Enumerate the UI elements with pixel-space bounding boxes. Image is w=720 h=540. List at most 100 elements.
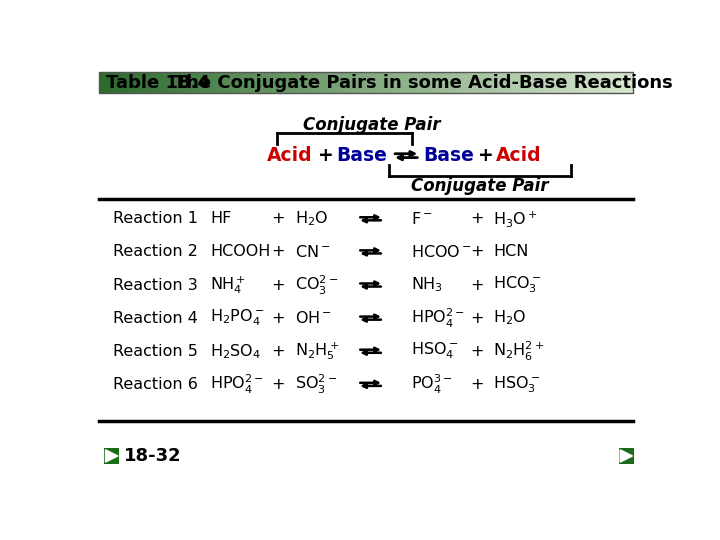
Bar <box>425 72 427 93</box>
Bar <box>99 72 632 93</box>
Bar <box>338 72 340 93</box>
Bar <box>412 72 414 93</box>
Bar <box>603 72 605 93</box>
Bar <box>377 72 379 93</box>
Text: +: + <box>271 278 285 293</box>
Bar <box>124 72 126 93</box>
Bar <box>211 72 213 93</box>
Bar <box>510 72 512 93</box>
Polygon shape <box>620 450 632 462</box>
Bar <box>229 72 231 93</box>
Bar <box>114 72 116 93</box>
Bar <box>135 72 137 93</box>
Bar <box>204 72 207 93</box>
Text: H$_2$SO$_4$: H$_2$SO$_4$ <box>210 342 261 361</box>
Bar <box>398 72 400 93</box>
Bar <box>490 72 492 93</box>
Bar <box>327 72 329 93</box>
Bar <box>592 72 594 93</box>
Bar <box>315 72 317 93</box>
Bar <box>391 72 393 93</box>
Text: HPO$_4^{2-}$: HPO$_4^{2-}$ <box>411 307 464 330</box>
Bar <box>556 72 558 93</box>
Bar <box>259 72 261 93</box>
Bar <box>453 72 455 93</box>
Bar <box>410 72 413 93</box>
Bar <box>512 72 514 93</box>
Bar <box>595 72 598 93</box>
Bar <box>529 72 531 93</box>
Bar <box>192 72 194 93</box>
Bar <box>236 72 238 93</box>
Text: H$_2$O: H$_2$O <box>295 210 329 228</box>
Bar <box>392 72 395 93</box>
Bar <box>518 72 521 93</box>
Bar <box>197 72 199 93</box>
Bar <box>258 72 260 93</box>
Bar <box>362 72 364 93</box>
Bar <box>121 72 123 93</box>
Bar <box>199 72 201 93</box>
Bar <box>517 72 519 93</box>
Bar <box>465 72 467 93</box>
Bar <box>464 72 466 93</box>
Text: Acid: Acid <box>496 146 541 165</box>
Bar <box>172 72 174 93</box>
Bar <box>437 72 439 93</box>
Bar <box>115 72 117 93</box>
Bar <box>432 72 434 93</box>
Bar <box>599 72 601 93</box>
Bar <box>149 72 151 93</box>
Bar <box>624 72 626 93</box>
Bar <box>201 72 203 93</box>
Bar <box>184 72 186 93</box>
Bar <box>533 72 535 93</box>
Bar <box>403 72 405 93</box>
Bar <box>160 72 162 93</box>
Bar <box>142 72 144 93</box>
Bar <box>414 72 416 93</box>
Bar <box>476 72 478 93</box>
Bar <box>631 72 633 93</box>
Bar <box>426 72 428 93</box>
Bar <box>419 72 421 93</box>
Bar <box>231 72 233 93</box>
Bar <box>341 72 343 93</box>
Text: Reaction 3: Reaction 3 <box>113 278 198 293</box>
Bar <box>195 72 197 93</box>
Bar <box>266 72 269 93</box>
Bar <box>471 72 473 93</box>
Bar <box>442 72 444 93</box>
Bar <box>539 72 541 93</box>
Bar <box>408 72 410 93</box>
Text: H$_2$PO$_4^-$: H$_2$PO$_4^-$ <box>210 308 264 328</box>
Bar <box>248 72 251 93</box>
Bar <box>508 72 510 93</box>
Bar <box>585 72 587 93</box>
Bar <box>130 72 132 93</box>
Bar <box>469 72 471 93</box>
Bar <box>167 72 169 93</box>
Bar <box>107 72 109 93</box>
Bar <box>325 72 327 93</box>
Bar <box>345 72 347 93</box>
Bar <box>145 72 148 93</box>
Bar <box>289 72 292 93</box>
Bar <box>622 72 624 93</box>
Bar <box>506 72 508 93</box>
Bar <box>144 72 146 93</box>
Bar <box>462 72 464 93</box>
Bar <box>101 72 103 93</box>
Bar <box>551 72 553 93</box>
Bar <box>528 72 530 93</box>
Bar <box>522 72 524 93</box>
Bar <box>435 72 437 93</box>
Text: H$_3$O$^+$: H$_3$O$^+$ <box>493 209 538 229</box>
Text: +: + <box>471 211 485 226</box>
Bar <box>597 72 599 93</box>
Bar <box>215 72 217 93</box>
Bar <box>503 72 505 93</box>
Bar <box>460 72 462 93</box>
Bar <box>588 72 590 93</box>
Bar <box>483 72 485 93</box>
